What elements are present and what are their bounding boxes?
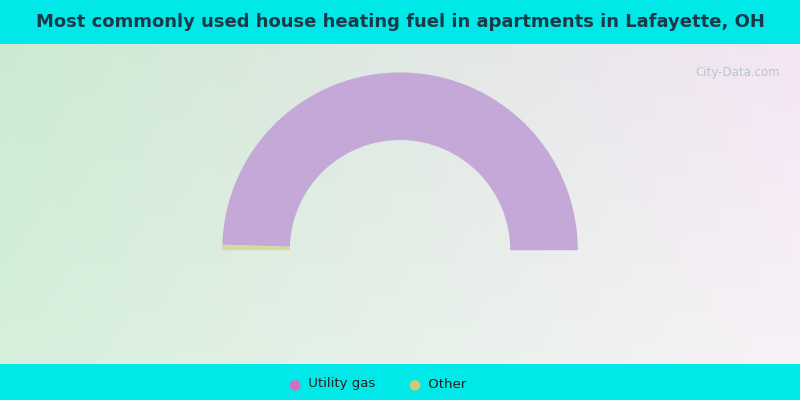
Wedge shape	[222, 245, 290, 250]
Wedge shape	[222, 72, 578, 250]
Text: ●: ●	[288, 377, 300, 391]
Text: ●: ●	[408, 377, 420, 391]
Text: City-Data.com: City-Data.com	[695, 66, 780, 79]
Text: Other: Other	[424, 378, 466, 390]
Text: Most commonly used house heating fuel in apartments in Lafayette, OH: Most commonly used house heating fuel in…	[35, 13, 765, 31]
Text: Utility gas: Utility gas	[304, 378, 375, 390]
